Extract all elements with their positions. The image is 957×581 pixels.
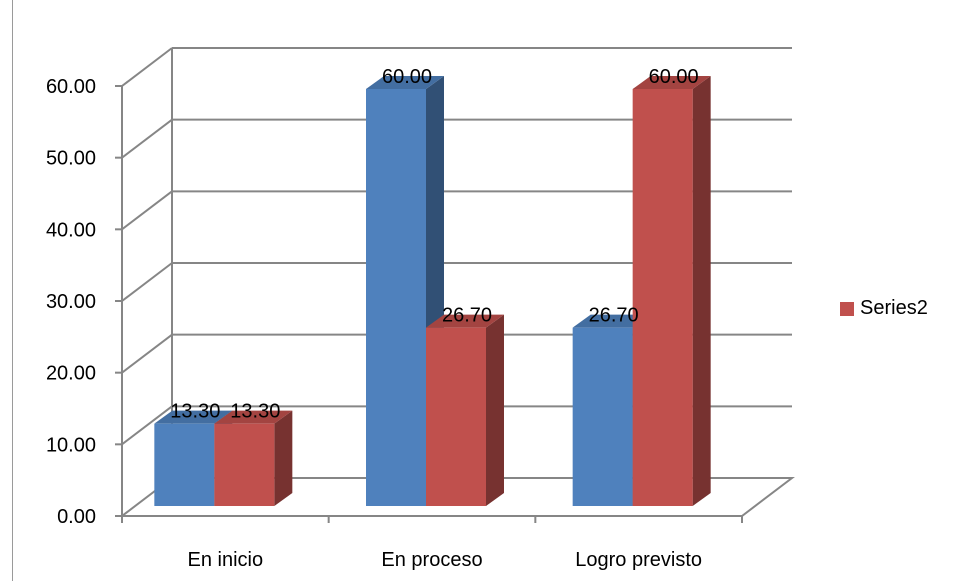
- data-label-series1: 60.00: [382, 66, 432, 88]
- gridline-wall: [121, 118, 173, 159]
- bar-top-series1: [572, 314, 651, 328]
- gridline-wall: [121, 190, 173, 231]
- bar-top-series2: [214, 410, 293, 424]
- gridline-wall: [121, 405, 173, 446]
- bar-top-series2: [426, 314, 504, 328]
- y-tick-label: 10.00: [46, 434, 96, 456]
- category-label: Logro previsto: [575, 549, 702, 571]
- legend-label-series2: Series2: [860, 297, 928, 319]
- bar-top-series1: [366, 76, 444, 89]
- bar-side-series2: [274, 410, 293, 506]
- legend: Series2: [840, 297, 928, 320]
- category-label: En inicio: [188, 549, 264, 571]
- gridline-wall: [121, 333, 173, 374]
- gridline-wall: [121, 47, 173, 87]
- legend-swatch-series2: [840, 301, 854, 316]
- y-tick-label: 50.00: [46, 148, 96, 170]
- bar-series1: [572, 327, 633, 506]
- data-label-series1: 26.70: [589, 305, 639, 327]
- y-tick-label: 40.00: [46, 219, 96, 241]
- y-tick-label: 20.00: [46, 363, 96, 385]
- data-label-series2: 13.30: [230, 401, 280, 423]
- data-label-series1: 13.30: [170, 401, 220, 423]
- bar-series1: [154, 423, 215, 506]
- bar-series2: [632, 89, 693, 506]
- bar-series1: [366, 89, 426, 506]
- y-tick-label: 0.00: [57, 506, 96, 528]
- left-border-line: [12, 0, 13, 581]
- data-label-series2: 26.70: [442, 305, 492, 327]
- gridline-wall: [121, 262, 173, 302]
- bar-top-series2: [632, 76, 711, 89]
- data-label-series2: 60.00: [649, 66, 699, 88]
- bar-side-series2: [692, 76, 711, 506]
- bar-top-series1: [154, 410, 233, 424]
- y-tick-label: 60.00: [46, 76, 96, 98]
- bar-side-series2: [486, 314, 504, 506]
- bar-series2: [426, 327, 486, 506]
- bar-series2: [214, 423, 275, 506]
- y-tick-label: 30.00: [46, 291, 96, 313]
- category-label: En proceso: [381, 549, 482, 571]
